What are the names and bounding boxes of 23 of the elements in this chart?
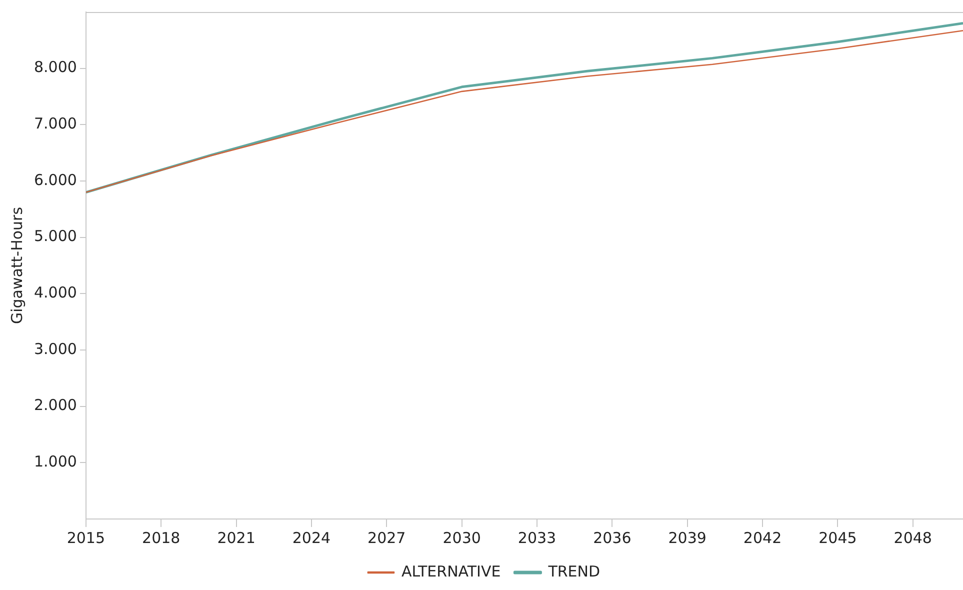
x-tick-label: 2033 [518,528,556,547]
x-tick-label: 2048 [894,528,932,547]
y-tick-label: 1.000 [34,452,77,471]
x-tick-label: 2030 [442,528,481,547]
legend-label: TREND [547,562,600,580]
y-tick-label: 3.000 [34,340,77,358]
x-tick-label: 2018 [142,528,180,547]
x-tick-label: 2027 [368,528,406,547]
y-tick-label: 7.000 [34,114,77,133]
x-tick-label: 2024 [292,528,331,547]
y-tick-label: 8.000 [34,58,77,76]
legend-label: ALTERNATIVE [401,562,501,580]
x-tick-label: 2039 [668,528,706,547]
y-tick-label: 6.000 [34,170,77,189]
y-axis-title: Gigawatt-Hours [8,206,26,324]
x-tick-label: 2036 [593,528,632,547]
y-tick-label: 5.000 [34,227,77,246]
y-tick-label: 2.000 [34,396,77,414]
x-tick-label: 2015 [66,528,106,547]
x-tick-label: 2021 [217,528,256,547]
y-tick-label: 4.000 [34,284,77,302]
x-tick-label: 2045 [818,528,857,547]
x-tick-label: 2042 [743,528,782,547]
